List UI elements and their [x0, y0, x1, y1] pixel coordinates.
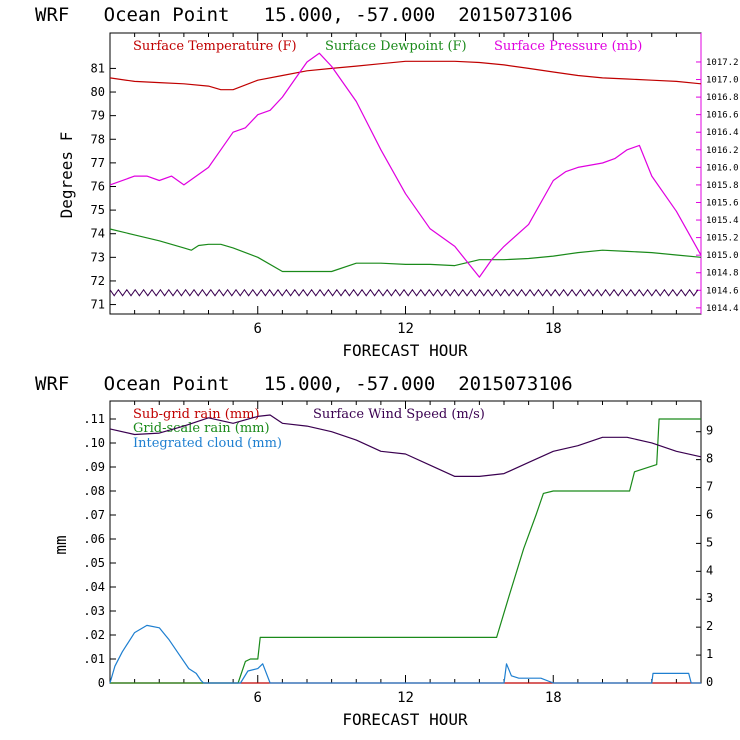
right-tick-label: 1014.6 — [706, 286, 739, 296]
y-tick-label: 71 — [91, 298, 105, 312]
x-axis-label: FORECAST HOUR — [342, 341, 468, 360]
y-axis-label: mm — [51, 535, 70, 554]
y-tick-label: 81 — [91, 61, 105, 75]
y-tick-label: .09 — [83, 460, 105, 474]
legend-sub-grid-rain: Sub-grid rain (mm) — [133, 407, 260, 422]
x-tick-label: 6 — [254, 321, 262, 337]
x-tick-label: 18 — [545, 690, 562, 706]
x-tick-label: 12 — [397, 690, 414, 706]
legend-surface-dewpoint: Surface Dewpoint (F) — [325, 39, 467, 54]
y-tick-label: 75 — [91, 203, 105, 217]
right-tick-label: 6 — [706, 507, 713, 521]
y-tick-label: 0 — [98, 676, 105, 690]
legend-surface-temperature: Surface Temperature (F) — [133, 39, 297, 54]
right-tick-label: 1016.4 — [706, 128, 739, 138]
series-group — [109, 52, 702, 297]
y-tick-label: .08 — [83, 484, 105, 498]
y-tick-label: 79 — [91, 109, 105, 123]
right-axis-ticks: 0 1 2 3 4 5 6 7 8 9 — [696, 424, 713, 689]
right-tick-label: 1017.2 — [706, 58, 739, 68]
y-tick-label: .01 — [83, 652, 105, 666]
series-group — [109, 414, 702, 684]
legend-grid-scale-rain: Grid-scale rain (mm) — [133, 421, 270, 436]
plot-frame — [109, 32, 702, 315]
y-tick-label: .11 — [83, 412, 105, 426]
right-tick-label: 1015.0 — [706, 251, 739, 261]
x-tick-label: 12 — [397, 321, 414, 337]
y-axis-label: Degrees F — [57, 132, 76, 219]
y-tick-label: 72 — [91, 274, 105, 288]
x-tick-label: 18 — [545, 321, 562, 337]
y-axis-ticks: 0 .01 .02 .03 .04 .05 .06 .07 .08 .09 .10 .11 — [83, 412, 116, 690]
right-tick-label: 3 — [706, 591, 713, 605]
chart-title: WRF Ocean Point 15.000, -57.000 20150731… — [35, 4, 573, 26]
series-line-surface-dewpoint-f — [109, 228, 702, 273]
series-wind-barb-line — [109, 288, 699, 297]
y-tick-label: 74 — [91, 227, 105, 241]
series-line-grid-scale-rain-mm — [110, 418, 701, 684]
right-tick-label: 1015.4 — [706, 216, 739, 226]
right-tick-label: 2 — [706, 619, 713, 633]
y-tick-label: .02 — [83, 628, 105, 642]
legend-surface-wind-speed: Surface Wind Speed (m/s) — [313, 407, 485, 422]
y-tick-label: 77 — [91, 156, 105, 170]
y-tick-label: .05 — [83, 556, 105, 570]
y-tick-label: .04 — [83, 580, 105, 594]
y-axis-ticks: 71 72 73 74 75 76 77 78 79 80 81 — [91, 61, 116, 312]
temperature-chart: WRF Ocean Point 15.000, -57.000 20150731… — [35, 4, 739, 360]
right-tick-label: 0 — [706, 675, 713, 689]
x-tick-label: 6 — [254, 690, 262, 706]
right-tick-label: 1015.6 — [706, 198, 739, 208]
series-line-surface-temperature-f — [109, 60, 702, 91]
y-tick-label: 76 — [91, 179, 105, 193]
right-tick-label: 1015.2 — [706, 234, 739, 244]
right-tick-label: 1016.0 — [706, 163, 739, 173]
right-axis-ticks: 1014.4 1014.6 1014.8 1015.0 1015.2 1015.4 1015… — [696, 58, 739, 314]
x-axis-ticks: 6 12 18 — [134, 33, 677, 337]
y-tick-label: .07 — [83, 508, 105, 522]
x-axis-ticks: 6 12 18 — [134, 401, 677, 706]
right-tick-label: 5 — [706, 535, 713, 549]
right-tick-label: 1016.8 — [706, 93, 739, 103]
right-tick-label: 7 — [706, 480, 713, 494]
y-tick-label: 78 — [91, 132, 105, 146]
legend-surface-pressure: Surface Pressure (mb) — [494, 39, 642, 54]
series-line-surface-pressure-mb — [109, 52, 702, 278]
x-axis-label: FORECAST HOUR — [342, 710, 468, 729]
y-tick-label: 80 — [91, 85, 105, 99]
y-tick-label: 73 — [91, 250, 105, 264]
right-tick-label: 4 — [706, 563, 713, 577]
legend-integrated-cloud: Integrated cloud (mm) — [133, 436, 282, 451]
y-tick-label: .03 — [83, 604, 105, 618]
right-tick-label: 1014.8 — [706, 269, 739, 279]
right-tick-label: 1017.0 — [706, 76, 739, 86]
right-tick-label: 1 — [706, 647, 713, 661]
precipitation-chart: WRF Ocean Point 15.000, -57.000 20150731… — [35, 373, 713, 729]
chart-title: WRF Ocean Point 15.000, -57.000 20150731… — [35, 373, 573, 395]
y-tick-label: .10 — [83, 436, 105, 450]
right-tick-label: 8 — [706, 452, 713, 466]
series-line-integrated-cloud-mm — [109, 624, 701, 684]
y-tick-label: .06 — [83, 532, 105, 546]
right-tick-label: 1015.8 — [706, 181, 739, 191]
right-tick-label: 9 — [706, 424, 713, 438]
right-tick-label: 1016.6 — [706, 111, 739, 121]
right-tick-label: 1014.4 — [706, 304, 739, 314]
right-tick-label: 1016.2 — [706, 146, 739, 156]
series-line-surface-wind-speed-m-s — [109, 414, 702, 477]
